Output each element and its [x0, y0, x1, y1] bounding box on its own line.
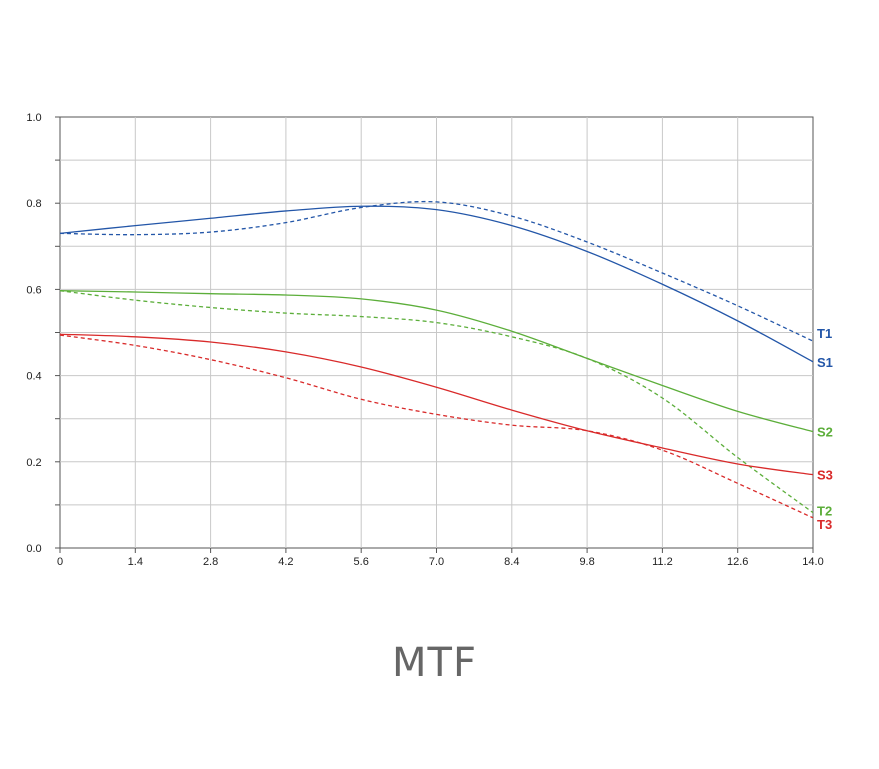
- x-axis-ticks: 0 1.4 2.8 4.2 5.6 7.0 8.4 9.8 11.2 12.6 14.0: [57, 556, 824, 568]
- series-line-s1: [59, 205, 814, 363]
- x-tick-label: 7.0: [429, 556, 444, 568]
- x-tick-label: 11.2: [652, 556, 673, 568]
- series-line-s3: [59, 333, 814, 476]
- y-tick-label: 0.8: [26, 198, 41, 210]
- y-tick-label: 0.0: [26, 543, 41, 555]
- y-axis-ticks: 0.0 0.2 0.4 0.6 0.8 1.0: [26, 112, 41, 555]
- x-tick-label: 14.0: [802, 556, 823, 568]
- x-tick-label: 0: [57, 556, 63, 568]
- series-label-s2: S2: [817, 425, 833, 440]
- chart-title: MTF: [392, 640, 477, 686]
- x-tick-label: 12.6: [727, 556, 748, 568]
- x-tick-label: 1.4: [128, 556, 143, 568]
- series-line-t2: [59, 290, 814, 514]
- series-lines: [59, 200, 814, 519]
- series-label-t2: T2: [817, 504, 832, 519]
- y-tick-label: 0.4: [26, 371, 41, 383]
- x-tick-label: 8.4: [504, 556, 519, 568]
- series-label-s1: S1: [817, 355, 833, 370]
- y-tick-label: 1.0: [26, 112, 41, 124]
- series-label-s3: S3: [817, 468, 833, 483]
- series-line-t3: [59, 334, 814, 519]
- series-line-s2: [59, 290, 814, 433]
- x-tick-label: 9.8: [579, 556, 594, 568]
- y-tick-label: 0.2: [26, 457, 41, 469]
- series-line-t1: [59, 200, 814, 342]
- series-labels: T1 S1 S2 T2 S3 T3: [817, 326, 833, 532]
- x-tick-label: 5.6: [354, 556, 369, 568]
- x-tick-label: 2.8: [203, 556, 218, 568]
- y-tick-label: 0.6: [26, 284, 41, 296]
- series-label-t1: T1: [817, 326, 832, 341]
- x-tick-label: 4.2: [278, 556, 293, 568]
- series-label-t3: T3: [817, 517, 832, 532]
- grid-lines: [55, 116, 814, 553]
